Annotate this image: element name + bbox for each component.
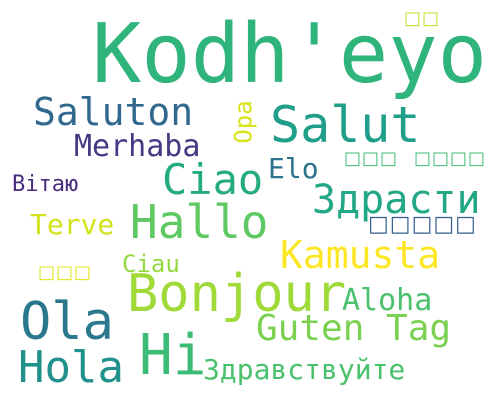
word-ciao: Ciao xyxy=(162,155,264,204)
word-guten-tag: Guten Tag xyxy=(256,308,452,349)
word-opa: Opa xyxy=(229,100,258,144)
word-boxes-1: □□ xyxy=(404,8,441,29)
word-ola: Ola xyxy=(20,292,114,352)
word-hola: Hola xyxy=(18,342,124,393)
word-terve: Terve xyxy=(30,208,115,241)
word-salut: Salut xyxy=(270,96,421,154)
word-bonjour: Bonjour xyxy=(127,264,347,324)
word-vitaiu: Вітаю xyxy=(12,172,79,197)
word-elo: Elo xyxy=(268,152,319,185)
word-merhaba: Merhaba xyxy=(74,129,201,164)
word-boxes-4: □□□□□ xyxy=(368,212,477,237)
word-saluton: Saluton xyxy=(33,90,194,134)
word-zdrasti: Здрасти xyxy=(312,177,481,223)
word-boxes-3: □□□□ xyxy=(414,148,487,169)
word-ciau: Ciau xyxy=(122,250,180,278)
word-aloha: Aloha xyxy=(342,283,433,318)
word-boxes-2: □□□ xyxy=(344,148,399,169)
word-boxes-5: □□□ xyxy=(38,262,93,283)
word-hallo: Hallo xyxy=(130,195,269,249)
word-kamusta: Kamusta xyxy=(280,233,441,277)
word-kodheyo: Kodh'eyo xyxy=(92,7,487,102)
word-zdravstvuite: Здравствуйте xyxy=(203,353,406,386)
word-hi: Hi xyxy=(139,323,207,388)
